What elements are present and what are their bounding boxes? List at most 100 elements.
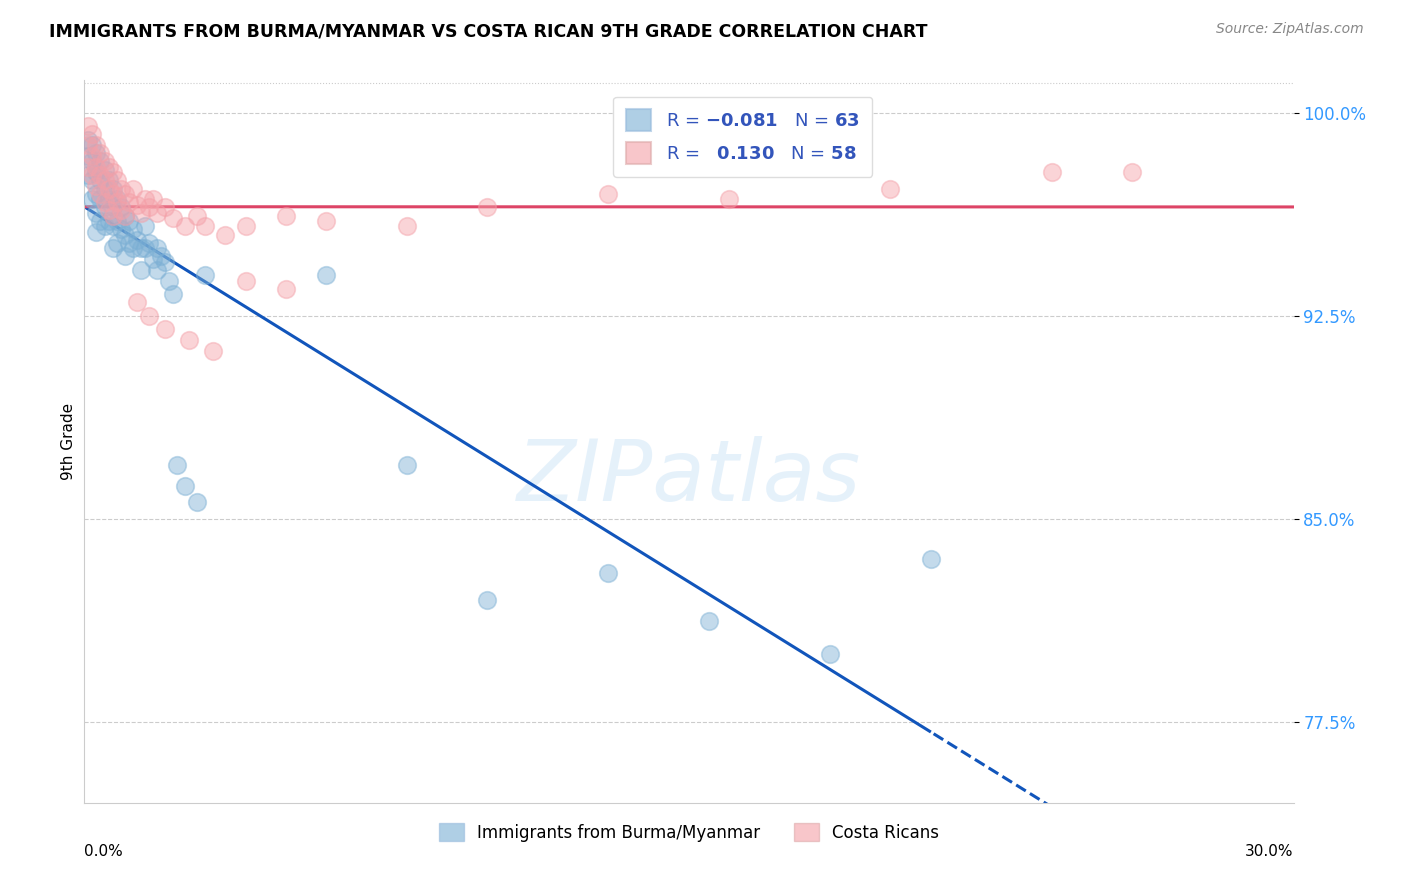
Point (110, 222, 132, 236)
Point (214, 227, 236, 242)
Point (77, 120, 100, 134)
Point (142, 252, 165, 266)
Point (82, 138, 104, 153)
Point (82, 149, 104, 163)
Point (153, 254, 176, 268)
Point (77, 133, 100, 147)
Point (174, 479, 197, 493)
Point (149, 249, 172, 263)
Point (395, 458, 418, 472)
Point (82, 192, 104, 206)
Point (818, 647, 841, 661)
Point (134, 219, 156, 234)
Text: IMMIGRANTS FROM BURMA/MYANMAR VS COSTA RICAN 9TH GRADE CORRELATION CHART: IMMIGRANTS FROM BURMA/MYANMAR VS COSTA R… (49, 22, 928, 40)
Point (121, 222, 143, 236)
Point (89, 154, 111, 169)
Point (93, 201, 115, 215)
Point (598, 186, 620, 201)
Point (101, 201, 124, 215)
Point (174, 219, 197, 234)
Point (186, 209, 208, 223)
Legend: Immigrants from Burma/Myanmar, Costa Ricans: Immigrants from Burma/Myanmar, Costa Ric… (432, 817, 946, 848)
Point (315, 268, 337, 282)
Point (93, 219, 115, 234)
Point (134, 241, 156, 255)
Point (89, 186, 111, 201)
Point (86, 160, 108, 174)
Point (110, 203, 132, 218)
Point (114, 209, 136, 223)
Point (162, 287, 184, 301)
Point (118, 214, 141, 228)
Point (101, 186, 124, 201)
Point (477, 592, 499, 607)
Point (82, 173, 104, 187)
Point (89, 146, 111, 161)
Point (93, 154, 115, 169)
Point (89, 192, 111, 206)
Point (920, 552, 942, 566)
Point (138, 201, 160, 215)
Point (125, 198, 148, 212)
Point (202, 343, 225, 358)
Point (153, 201, 176, 215)
Point (77, 138, 100, 153)
Point (142, 192, 165, 206)
Point (82, 154, 104, 169)
Point (105, 173, 128, 187)
Point (86, 225, 108, 239)
Point (697, 615, 720, 629)
Point (129, 206, 152, 220)
Point (97, 192, 120, 206)
Point (1121, 165, 1143, 179)
Point (598, 566, 620, 580)
Point (86, 186, 108, 201)
Point (129, 241, 152, 255)
Point (105, 192, 128, 206)
Point (97, 173, 120, 187)
Point (97, 203, 120, 218)
Point (121, 241, 143, 255)
Point (86, 165, 108, 179)
Point (235, 219, 257, 234)
Point (274, 209, 297, 223)
Point (235, 273, 257, 287)
Point (879, 181, 901, 195)
Point (114, 186, 136, 201)
Point (110, 201, 132, 215)
Point (194, 219, 217, 234)
Point (89, 168, 111, 182)
Point (395, 219, 418, 234)
Point (97, 160, 120, 174)
Point (1040, 165, 1063, 179)
Point (105, 195, 128, 210)
Point (146, 241, 169, 255)
Point (82, 128, 104, 142)
Point (146, 262, 169, 277)
Point (718, 192, 741, 206)
Point (162, 211, 184, 226)
Point (129, 262, 152, 277)
Text: ZIPatlas: ZIPatlas (517, 436, 860, 519)
Point (194, 268, 217, 282)
Point (179, 333, 201, 347)
Point (93, 162, 115, 177)
Point (93, 173, 115, 187)
Point (89, 214, 111, 228)
Text: 0.0%: 0.0% (84, 845, 124, 860)
Point (110, 181, 132, 195)
Point (77, 149, 100, 163)
Point (477, 201, 499, 215)
Point (97, 214, 120, 228)
Point (125, 295, 148, 310)
Point (77, 168, 100, 182)
Point (274, 282, 297, 296)
Point (114, 209, 136, 223)
Point (101, 241, 124, 255)
Point (138, 309, 160, 323)
Point (186, 495, 208, 509)
Point (89, 173, 111, 187)
Point (138, 235, 160, 250)
Point (86, 206, 108, 220)
Point (166, 458, 188, 472)
